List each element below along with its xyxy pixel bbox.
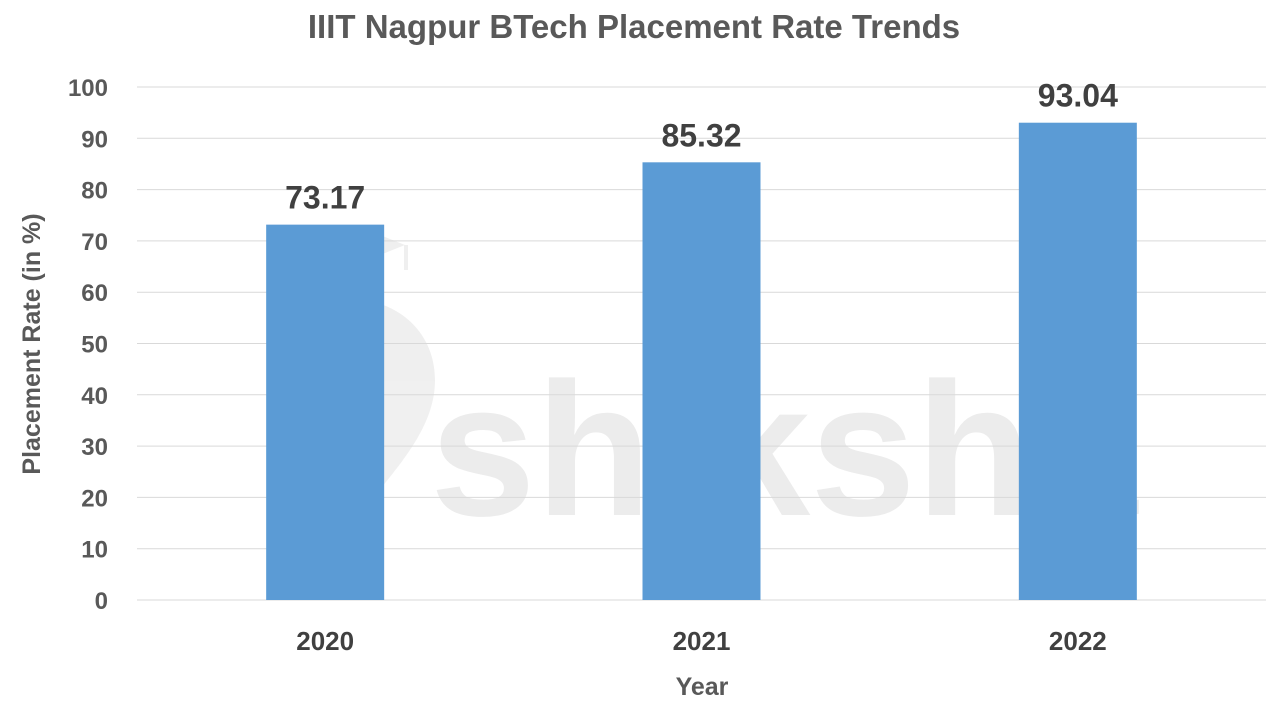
- y-tick-label: 80: [81, 178, 108, 205]
- y-tick-label: 10: [81, 537, 108, 564]
- x-axis-ticks: 2020 2021 2022: [296, 626, 1107, 656]
- y-tick-label: 50: [81, 332, 108, 359]
- y-tick-label: 30: [81, 434, 108, 461]
- y-tick-label: 20: [81, 485, 108, 512]
- x-tick-label: 2020: [296, 626, 354, 656]
- y-tick-label: 0: [95, 588, 108, 615]
- y-tick-label: 70: [81, 229, 108, 256]
- chart-title: IIIT Nagpur BTech Placement Rate Trends: [308, 8, 960, 45]
- bar: [1018, 122, 1137, 600]
- y-axis-ticks: 0 10 20 30 40 50 60 70 80 90 100: [68, 75, 108, 615]
- y-tick-label: 100: [68, 75, 108, 102]
- x-tick-label: 2021: [673, 626, 731, 656]
- data-label: 73.17: [285, 180, 365, 216]
- y-tick-label: 90: [81, 126, 108, 153]
- y-axis-label: Placement Rate (in %): [18, 213, 46, 474]
- data-label: 93.04: [1038, 78, 1118, 114]
- bars: [266, 122, 1137, 601]
- x-axis-label: Year: [676, 673, 729, 701]
- y-tick-label: 40: [81, 383, 108, 410]
- bar: [266, 224, 385, 601]
- data-label: 85.32: [661, 117, 741, 153]
- x-tick-label: 2022: [1049, 626, 1107, 656]
- bar: [642, 162, 761, 600]
- data-labels: 73.17 85.32 93.04: [285, 78, 1118, 216]
- y-tick-label: 60: [81, 280, 108, 307]
